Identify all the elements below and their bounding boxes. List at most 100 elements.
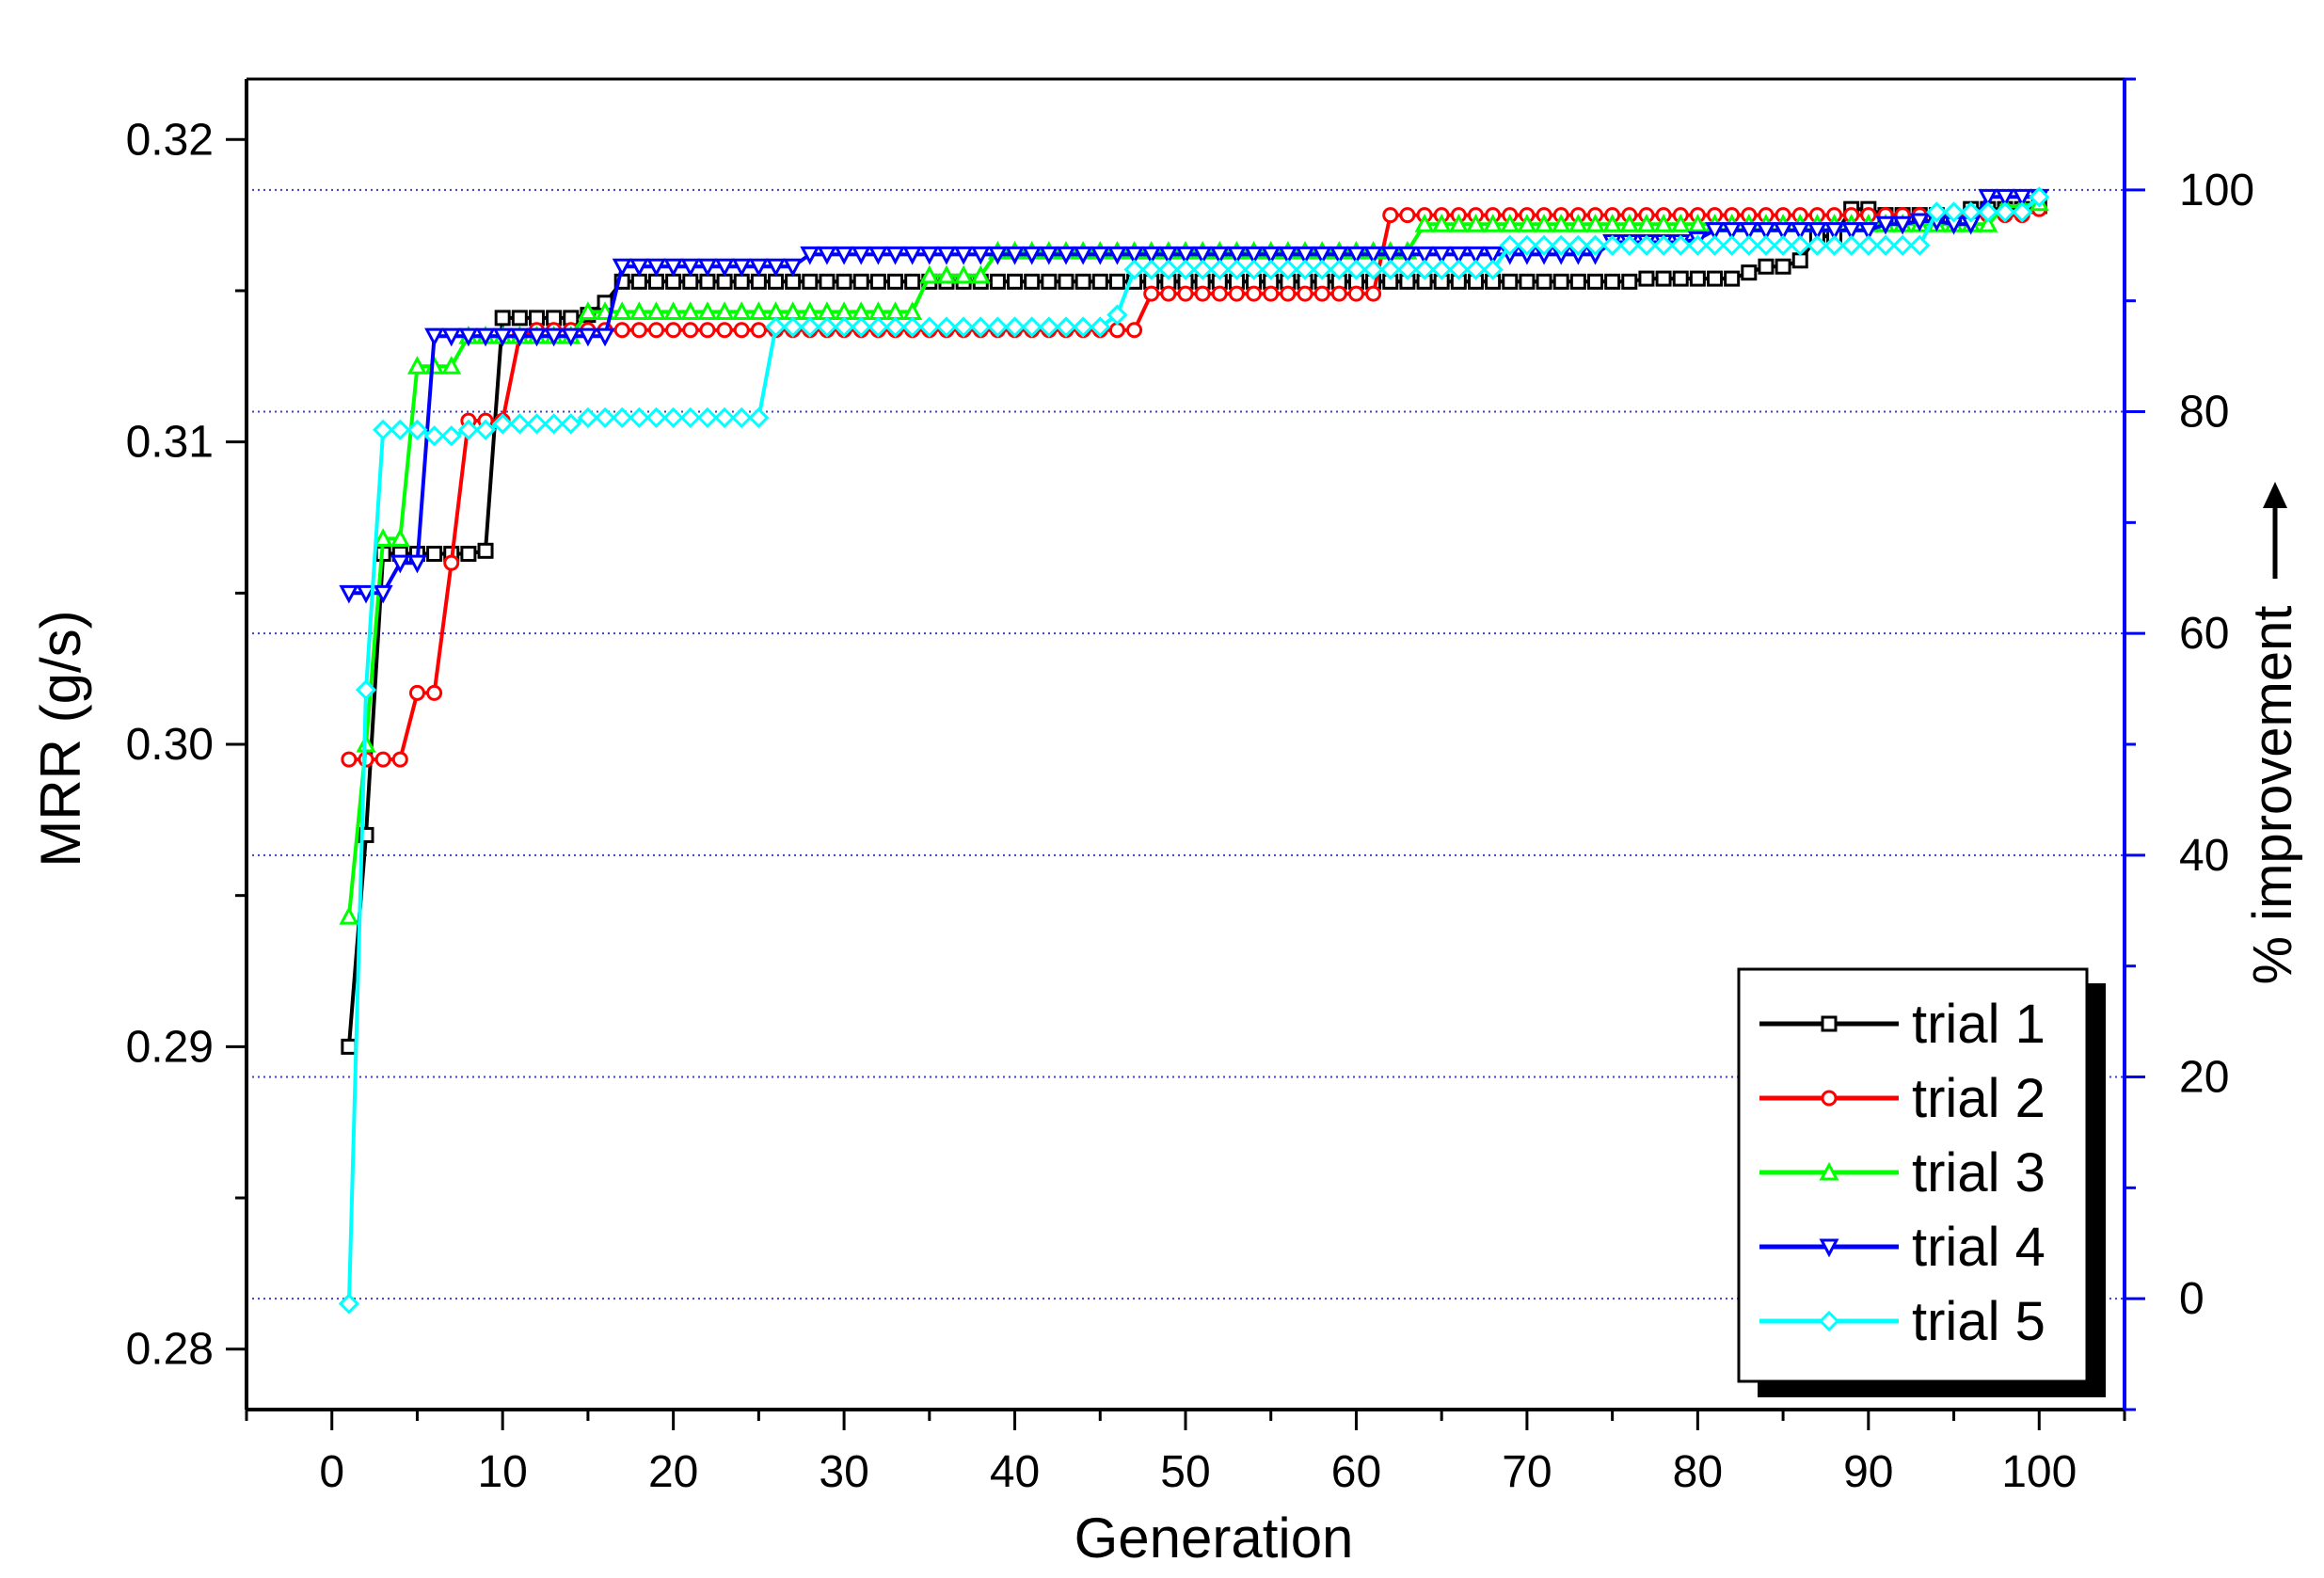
legend-entry: trial 1 (1759, 994, 2045, 1055)
data-point (406, 419, 428, 440)
data-point (441, 356, 462, 375)
data-point (460, 546, 477, 563)
data-point (697, 301, 718, 320)
data-point (1157, 259, 1179, 280)
data-point (1534, 214, 1554, 232)
data-point (1329, 259, 1350, 280)
data-point (1483, 214, 1504, 232)
data-point (817, 301, 837, 320)
data-point (1943, 201, 1965, 223)
data-point (817, 246, 837, 265)
data-point (1635, 234, 1658, 256)
data-point (1312, 246, 1332, 265)
data-point (1330, 285, 1347, 302)
legend-box (1737, 967, 2089, 1383)
data-point (1584, 234, 1606, 256)
data-point (440, 425, 462, 447)
x-tick-label: 20 (648, 1447, 698, 1497)
data-point (1791, 252, 1808, 269)
data-point (1568, 234, 1589, 256)
data-point (1431, 259, 1453, 280)
data-point (765, 316, 787, 338)
data-point (630, 322, 647, 339)
data-point (1604, 273, 1621, 290)
data-point (492, 413, 514, 435)
data-point (1705, 222, 1726, 241)
data-point (1399, 207, 1416, 224)
data-point (970, 316, 992, 338)
data-point (851, 316, 872, 338)
data-point (1158, 246, 1179, 265)
data-point (1499, 234, 1520, 256)
legend-label: trial 1 (1912, 994, 2045, 1055)
data-point (1177, 285, 1194, 302)
data-point (511, 310, 528, 327)
data-point (355, 679, 377, 701)
data-point (833, 316, 855, 338)
data-point (1209, 246, 1230, 265)
legend-entry: trial 5 (1759, 1291, 2045, 1352)
data-point (1038, 316, 1059, 338)
data-point (1601, 234, 1623, 256)
data-point (663, 258, 684, 278)
data-point (1807, 234, 1828, 256)
data-point (1260, 259, 1281, 280)
data-point (560, 413, 581, 435)
data-point (766, 301, 787, 320)
data-point (356, 584, 376, 604)
data-point (1738, 234, 1759, 256)
y2-axis-arrow-icon (2263, 482, 2287, 579)
data-point (885, 301, 906, 320)
data-point (679, 406, 701, 429)
x-tick-label: 80 (1673, 1447, 1723, 1497)
x-tick-label: 90 (1843, 1447, 1893, 1497)
y2-tick-label: 60 (2179, 609, 2229, 659)
data-point (629, 258, 649, 278)
data-point (970, 246, 991, 265)
data-point (612, 301, 632, 320)
y-tick-label: 0.28 (126, 1325, 214, 1375)
data-point (902, 301, 923, 320)
data-point (1123, 259, 1145, 280)
data-point (1345, 259, 1367, 280)
data-point (1174, 259, 1197, 280)
data-point (1106, 304, 1128, 326)
data-point (475, 327, 496, 347)
data-point (1175, 246, 1196, 265)
data-point (1108, 273, 1125, 290)
data-point (1653, 214, 1674, 232)
data-point (1413, 259, 1436, 280)
data-point (918, 316, 940, 338)
data-point (1689, 270, 1706, 287)
data-point (1209, 259, 1231, 280)
data-point (1707, 270, 1724, 287)
data-point (477, 542, 494, 559)
data-point (1755, 234, 1777, 256)
data-point (834, 301, 854, 320)
data-point (714, 258, 735, 278)
series-trial-5 (338, 186, 2050, 1315)
data-point (731, 258, 752, 278)
legend: trial 1 trial 2 trial 3 trial 4 trial 5 (1737, 967, 2106, 1397)
y-tick-label: 0.31 (126, 418, 214, 468)
data-point (1414, 214, 1435, 232)
data-point (731, 406, 753, 429)
data-point (1024, 273, 1041, 290)
y2-axis-label: % improvement (2242, 606, 2303, 985)
data-point (904, 273, 921, 290)
data-point (1041, 273, 1058, 290)
data-point (1126, 322, 1143, 339)
data-point (1312, 259, 1333, 280)
data-point (696, 406, 719, 429)
data-point (885, 246, 906, 265)
data-point (1909, 234, 1931, 256)
data-point (1379, 259, 1401, 280)
data-point (782, 316, 804, 338)
data-point (341, 751, 358, 768)
data-point (1363, 246, 1384, 265)
data-point (1722, 222, 1743, 241)
data-point (1244, 246, 1265, 265)
data-point (1636, 214, 1657, 232)
y-tick-label: 0.32 (126, 115, 214, 165)
